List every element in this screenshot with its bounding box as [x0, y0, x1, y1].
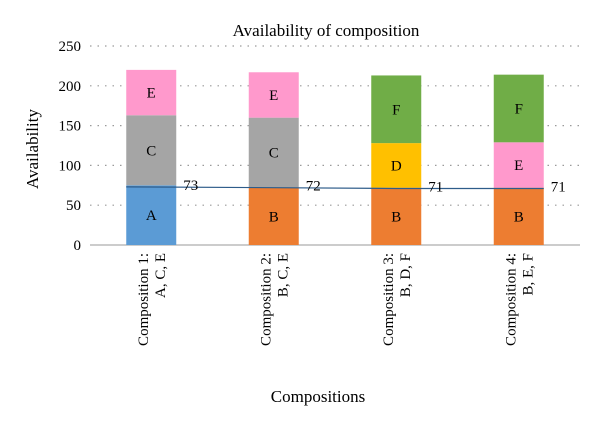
category-label-line: B, E, F: [520, 253, 536, 296]
bar-segment-e: [493, 142, 544, 188]
category-label: Composition 3: B, D, F: [381, 253, 414, 346]
chart-title: Availability of composition: [233, 21, 420, 40]
segment-label: E: [147, 86, 156, 102]
y-tick-label: 100: [59, 158, 82, 174]
stacked-bars: [126, 69, 544, 245]
y-tick-label: 250: [59, 39, 82, 55]
bar-segment-c: [248, 117, 299, 188]
segment-label: C: [146, 143, 156, 159]
category-label-line: B, D, F: [398, 253, 414, 297]
segment-label: B: [514, 209, 524, 225]
category-label-line: B, C, E: [275, 253, 291, 297]
segment-label: F: [515, 101, 523, 117]
category-label: Composition 2: B, C, E: [258, 253, 291, 346]
bar-segment-e: [126, 69, 177, 116]
bar-segment-e: [248, 72, 299, 118]
line-data-label: 72: [306, 179, 321, 195]
bar-segment-a: [126, 185, 177, 245]
y-axis-title: Availability: [23, 109, 42, 189]
bar-segment-f: [371, 75, 422, 144]
trend-line-layer: [126, 186, 544, 190]
bar-segment-b: [493, 187, 544, 245]
bar-segment-f: [493, 74, 544, 143]
category-label-line: Composition 4:: [503, 253, 519, 346]
segment-label: B: [391, 209, 401, 225]
y-tick-label: 0: [74, 238, 82, 254]
segment-label: E: [269, 88, 278, 104]
category-label-line: Composition 3:: [381, 253, 397, 346]
segment-label: E: [514, 158, 523, 174]
segment-label: F: [392, 102, 400, 118]
category-label-line: A, C, E: [153, 253, 169, 298]
labels: 0 50 100 150 200 250 A C E B C E B D F B E F 73 72 71 71 Compo…: [59, 39, 566, 346]
y-tick-label: 150: [59, 119, 82, 135]
bar-segment-c: [126, 115, 177, 186]
segment-label: C: [269, 146, 279, 162]
y-tick-label: 50: [66, 198, 81, 214]
category-label: Composition 4: B, E, F: [503, 253, 536, 346]
line-data-label: 73: [183, 178, 198, 194]
y-tick-label: 200: [59, 79, 82, 95]
bar-segment-d: [371, 143, 422, 188]
category-label-line: Composition 1:: [136, 253, 152, 346]
bar-segment-b: [248, 187, 299, 245]
category-label-line: Composition 2:: [258, 253, 274, 346]
segment-label: D: [391, 158, 402, 174]
x-axis-title: Compositions: [271, 387, 365, 406]
segment-label: A: [146, 208, 157, 224]
availability-line: [126, 186, 544, 190]
category-label: Composition 1: A, C, E: [136, 253, 169, 346]
line-data-label: 71: [551, 179, 566, 195]
bar-segment-b: [371, 187, 422, 245]
line-data-label: 71: [428, 179, 443, 195]
segment-label: B: [269, 209, 279, 225]
